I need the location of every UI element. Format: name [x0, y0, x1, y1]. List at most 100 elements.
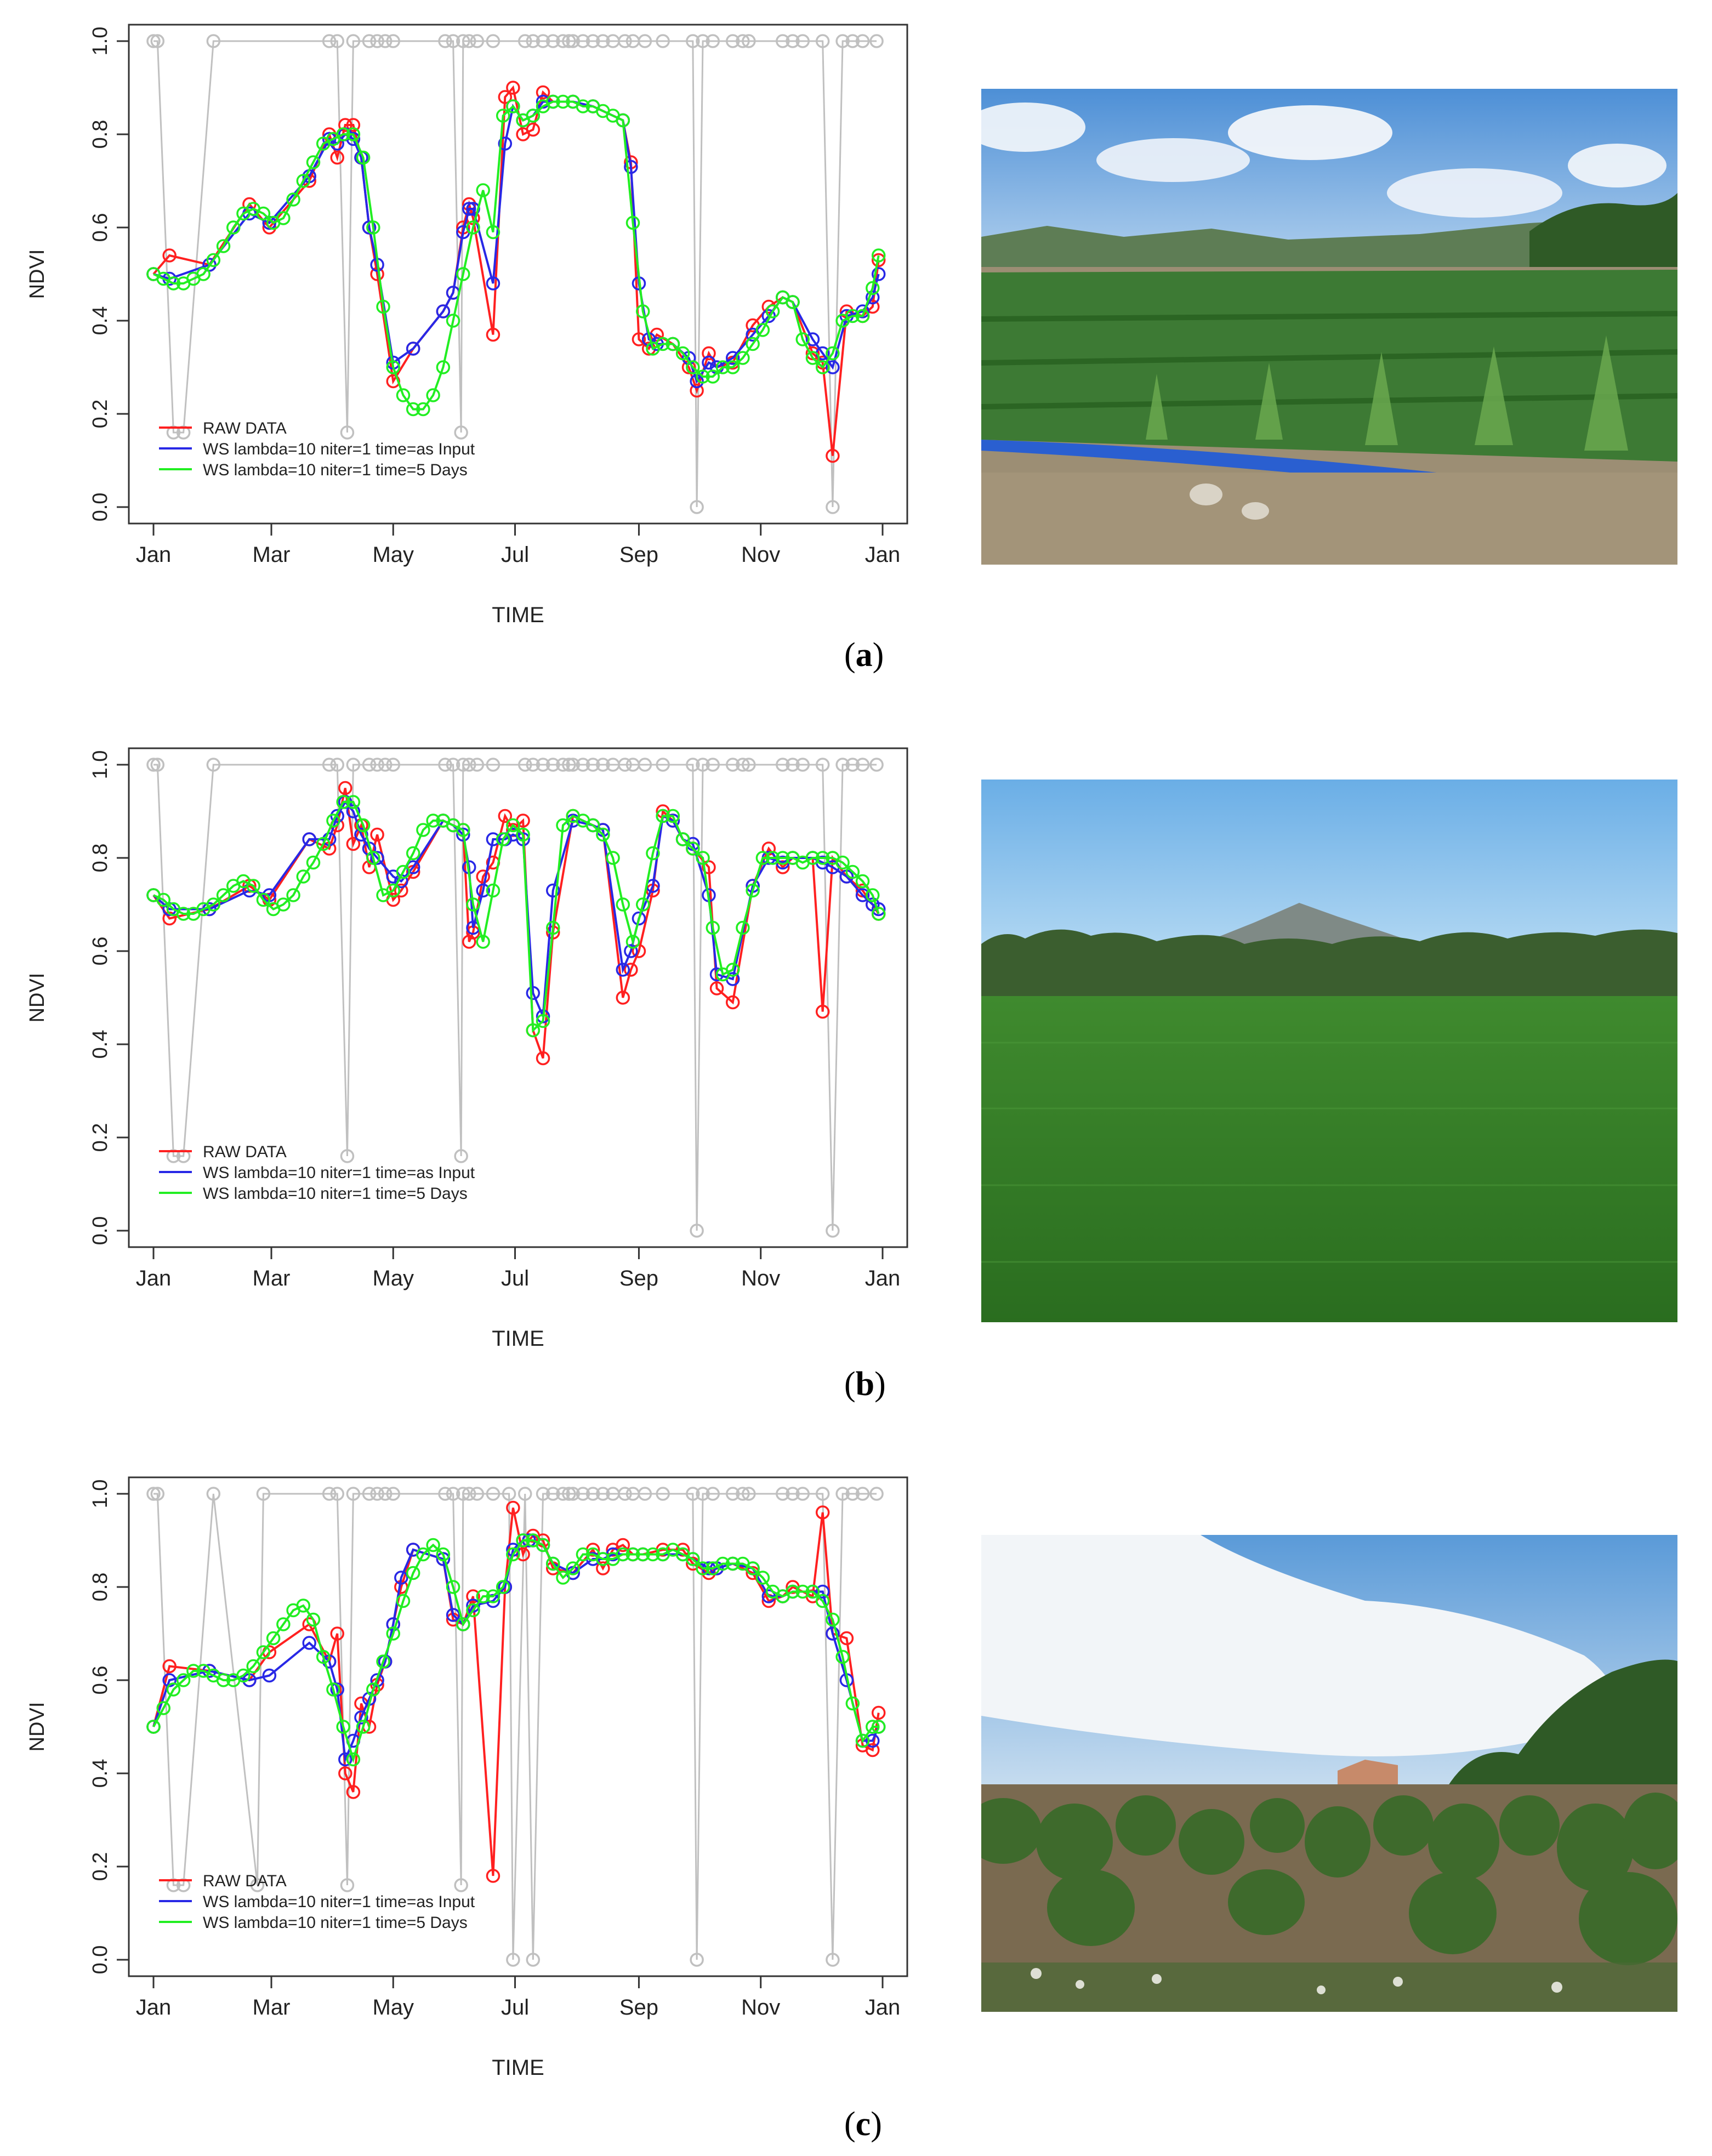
point-ws-5d [805, 351, 820, 365]
point-ws-input [476, 883, 490, 898]
point-ws-input [761, 309, 776, 323]
x-tick-label: May [372, 543, 414, 567]
point-raw [162, 248, 177, 263]
point-ws-5d [396, 864, 411, 879]
point-ws-5d [815, 360, 830, 374]
point-flag [795, 34, 810, 48]
point-flag [786, 34, 800, 48]
point-raw [815, 1505, 830, 1520]
point-ws-5d [526, 109, 541, 123]
point-flag [470, 1487, 485, 1501]
point-ws-5d [216, 888, 231, 902]
point-ws-5d [356, 1720, 371, 1734]
point-ws-5d [166, 1682, 181, 1697]
ndvi-chart-a: 0.0 0.2 0.4 0.6 0.8 1.0 Jan Mar May Jul Sep Nov Jan T… [26, 24, 908, 627]
point-ws-5d [815, 851, 830, 865]
point-ws-5d [426, 1538, 440, 1552]
point-ws-5d [845, 864, 860, 879]
point-ws-5d [706, 369, 720, 384]
y-tick-label: 1.0 [89, 27, 112, 56]
point-ws-5d [416, 402, 430, 417]
point-flag [526, 34, 541, 48]
point-ws-input [855, 888, 870, 902]
point-flag [438, 758, 452, 772]
point-flag [370, 34, 384, 48]
point-ws-5d [556, 818, 570, 833]
point-ws-5d [496, 109, 510, 123]
point-flag [706, 1487, 720, 1501]
series-line-ws-5d [153, 100, 880, 411]
x-tick-label: Mar [253, 1995, 291, 2020]
point-flag [546, 34, 560, 48]
legend-label: WS lambda=10 niter=1 time=as Input [203, 440, 475, 458]
x-tick-label: Mar [253, 1266, 291, 1290]
point-ws-input [616, 963, 630, 977]
point-flag [725, 758, 740, 772]
point-raw [709, 981, 724, 995]
x-tick-label: Nov [741, 1995, 780, 2020]
y-tick-label: 0.6 [89, 213, 112, 242]
point-flag [596, 34, 610, 48]
point-ws-input [826, 360, 840, 374]
point-ws-5d [815, 1594, 830, 1608]
y-tick-label: 0.2 [89, 1123, 112, 1152]
point-flag [869, 34, 884, 48]
point-ws-5d [376, 1654, 390, 1669]
point-ws-5d [306, 855, 321, 870]
point-flag [370, 1487, 384, 1501]
point-ws-input [624, 160, 638, 174]
point-ws-5d [466, 220, 480, 235]
point-ws-5d [826, 1612, 840, 1627]
point-raw [466, 1589, 480, 1603]
point-ws-5d [256, 892, 271, 907]
point-flag [518, 34, 532, 48]
point-ws-input [725, 351, 740, 365]
point-flag [786, 1487, 800, 1501]
point-ws-5d [526, 1023, 541, 1038]
point-ws-5d [616, 113, 630, 128]
alfalfa-field-photo [981, 780, 1677, 1322]
point-flag [742, 1487, 756, 1501]
point-raw [370, 827, 384, 842]
point-ws-input [526, 986, 541, 1000]
point-ws-5d [246, 879, 260, 893]
point-ws-5d [256, 1645, 271, 1659]
point-flag [330, 758, 344, 772]
point-raw [839, 1631, 854, 1646]
point-ws-5d [496, 832, 510, 846]
point-flag [150, 1487, 165, 1501]
point-ws-5d [706, 920, 720, 935]
point-ws-5d [316, 837, 331, 851]
point-ws-input [406, 342, 420, 356]
point-flag [690, 500, 704, 514]
y-tick-label: 0.2 [89, 400, 112, 429]
point-flag [462, 34, 476, 48]
point-ws-input [702, 355, 716, 370]
point-flag [826, 1224, 840, 1238]
point-flag [686, 758, 700, 772]
point-ws-5d [625, 1547, 640, 1562]
point-ws-5d [675, 832, 690, 846]
point-ws-5d [656, 337, 670, 351]
point-raw [871, 1705, 886, 1720]
point-flag [362, 1487, 377, 1501]
point-ws-5d [696, 851, 710, 865]
point-ws-5d [725, 963, 740, 977]
point-raw [536, 85, 550, 100]
point-flag [706, 34, 720, 48]
point-flag [786, 758, 800, 772]
point-ws-5d [176, 907, 191, 921]
point-ws-5d [326, 814, 340, 828]
point-ws-5d [456, 1617, 470, 1631]
point-ws-5d [386, 360, 401, 374]
point-ws-5d [635, 1547, 650, 1562]
point-ws-5d [646, 846, 660, 861]
point-ws-5d [666, 337, 680, 351]
point-ws-5d [416, 823, 430, 837]
point-flag [518, 758, 532, 772]
point-flag [869, 758, 884, 772]
point-flag [835, 34, 850, 48]
point-ws-5d [516, 1533, 530, 1548]
x-tick-label: Sep [619, 1995, 658, 2020]
point-flag [340, 425, 355, 440]
